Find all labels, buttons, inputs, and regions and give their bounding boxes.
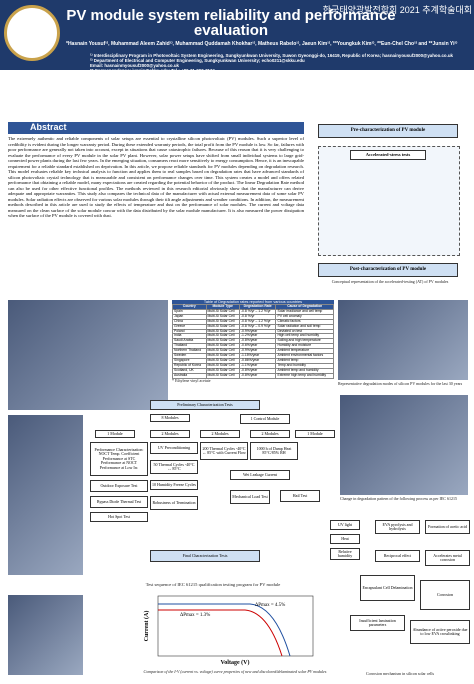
cause-node: Heat <box>330 534 360 544</box>
flow-node: 2 Modules <box>150 430 190 438</box>
flow-node: 2 Modules <box>250 430 290 438</box>
flow-node: Mechanical Load Test <box>230 490 270 504</box>
modes-caption: Representative degradation modes of sili… <box>338 381 463 386</box>
affiliation: Email: hasnainmyousuf2000@yahoo.co.uk <box>90 63 179 69</box>
affiliation: ** Correspondence: junsin@skku.edu; Tel.… <box>90 68 215 74</box>
affiliation: ¹⁾ Interdisciplinary Program in Photovol… <box>90 53 453 58</box>
cause-node: Relative humidity <box>330 548 360 560</box>
table-row: Poland Multi-Si Solar Cell -0.9%/year Devia… <box>172 328 334 335</box>
sample-plots <box>8 415 83 575</box>
flow-node: Hail Test <box>280 490 320 502</box>
table-title: Table of Degradation rates reported from… <box>172 300 334 304</box>
cause-node: UV light <box>330 520 360 530</box>
flow-node: 50 Thermal Cycles -40°C ↔ 85°C <box>150 460 198 474</box>
table-note: * Ethylene vinyl acetate <box>172 377 211 383</box>
title: PV module system reliability and perform… <box>66 7 396 39</box>
accelerated-tests: Accelerated-stress tests <box>350 150 426 160</box>
conference: 한국태양광발전학회 2021 추계학술대회 <box>322 5 472 15</box>
flow-node: Final Characterization Tests <box>150 550 260 562</box>
cause-caption: Corrosion mechanism in silicon solar cel… <box>365 671 435 676</box>
table-cell: -0.8%/year <box>238 372 277 379</box>
degradation-modes-chart <box>338 300 468 380</box>
pre-characterization: Pre-characterization of PV module <box>318 124 458 138</box>
iv-ylabel: Current (A) <box>143 611 150 642</box>
cause-node: Insufficient lamination parameters <box>350 615 405 631</box>
flow-node: Bypass Diode Thermal Test <box>90 496 148 508</box>
flow-node: Wet Leakage Current <box>230 470 290 480</box>
photos <box>340 395 468 495</box>
cause-node: Encapsulant Cell Delamination <box>360 575 415 601</box>
right-caption: Change in degradation pattern of the fol… <box>340 496 457 501</box>
table-row: Australia Multi-Si Solar Cell -0.8%/year Ex… <box>172 372 334 379</box>
corrosion-diagram: UV light Heat Relative humidity EVA pyrolys… <box>330 520 470 670</box>
cause-node: Abundance of active peroxide due to low … <box>410 620 470 644</box>
flow-node: Robustness of Termination <box>150 496 198 510</box>
iv-caption: Comparison of the I-V (current vs. volta… <box>143 669 327 674</box>
flow-node: 1000 h of Damp Heat 85°C/85% RH <box>250 442 298 460</box>
abstract-text: The extremely authentic and reliable com… <box>8 136 304 218</box>
plot-frame <box>157 595 314 657</box>
concept-caption: Conceptual representation of the acceler… <box>331 279 449 284</box>
abstract-heading: Abstract <box>8 122 304 134</box>
flow-node: 10 Humidity Freeze Cycles <box>150 480 198 490</box>
flow-node: Hot Spot Test <box>90 512 148 522</box>
flow-node: 1 Module <box>295 430 335 438</box>
table-area: Table of Degradation rates reported from… <box>172 300 334 383</box>
header-band <box>0 0 474 70</box>
post-characterization: Post-characterization of PV module <box>318 263 458 277</box>
flow-node: Preliminary Characterization Tests <box>150 400 260 410</box>
flow-node: 8 Modules <box>150 414 190 422</box>
degradation-plots <box>8 300 168 410</box>
affiliation: ²⁾ Department of Electrical and Computer… <box>90 58 305 64</box>
affiliations: ¹⁾ Interdisciplinary Program in Photovol… <box>90 53 470 73</box>
table-row: Singapore Multi-Si Solar Cell -0.86%/year A… <box>172 357 334 364</box>
iv-note1: ΔPmax = 1.3% <box>180 613 210 618</box>
flow-node: 1 Module <box>95 430 135 438</box>
flow-node: Performance Characterization: NOCT Temp.… <box>90 442 148 476</box>
cause-node: Reciprocal effect <box>375 550 420 562</box>
flow-caption: Test sequence of IEC 61215 qualification… <box>145 582 281 587</box>
university-logo <box>4 5 60 61</box>
degradation-table: Country Module Type Degradation Rate Cause … <box>172 304 334 379</box>
table-cell: Multi-Si Solar Cell <box>205 372 240 379</box>
cause-node: Corrosion <box>420 580 470 610</box>
table-cell: Extreme high temp and humidity <box>275 372 334 379</box>
flowchart: Preliminary Characterization Tests 8 Modu… <box>90 400 336 580</box>
flow-node: Outdoor Exposure Test <box>90 480 148 492</box>
cause-node: Formation of acetic acid <box>425 520 470 534</box>
flow-node: 2 Modules <box>200 430 240 438</box>
bottom-left-plots <box>8 595 83 675</box>
flow-node: 200 Thermal Cycles -40°C ↔ 85°C with Cur… <box>200 442 248 460</box>
authors: *Hasnain Yousuf¹⁾, Muhammad Aleem Zahid¹… <box>66 41 458 47</box>
iv-chart: ΔPmax = 1.3% ΔPmax = 4.5% Voltage (V) Cu… <box>143 595 314 666</box>
flow-node: 1 Control Module <box>240 414 290 424</box>
iv-note2: ΔPmax = 4.5% <box>255 603 285 608</box>
table-row: Sweden Multi-Si Solar Cell -1.15%/year Ambi… <box>172 353 334 359</box>
iv-xlabel: Voltage (V) <box>221 659 250 666</box>
iv-curve-degraded <box>158 609 283 657</box>
flow-node: UV Preconditioning <box>150 442 198 454</box>
cause-node: Accelerates metal corrosion <box>425 550 470 566</box>
cause-node: EVA pyrolysis and hydrolysis <box>375 520 420 534</box>
tests-frame <box>318 146 460 256</box>
iv-curve-new <box>158 603 291 657</box>
